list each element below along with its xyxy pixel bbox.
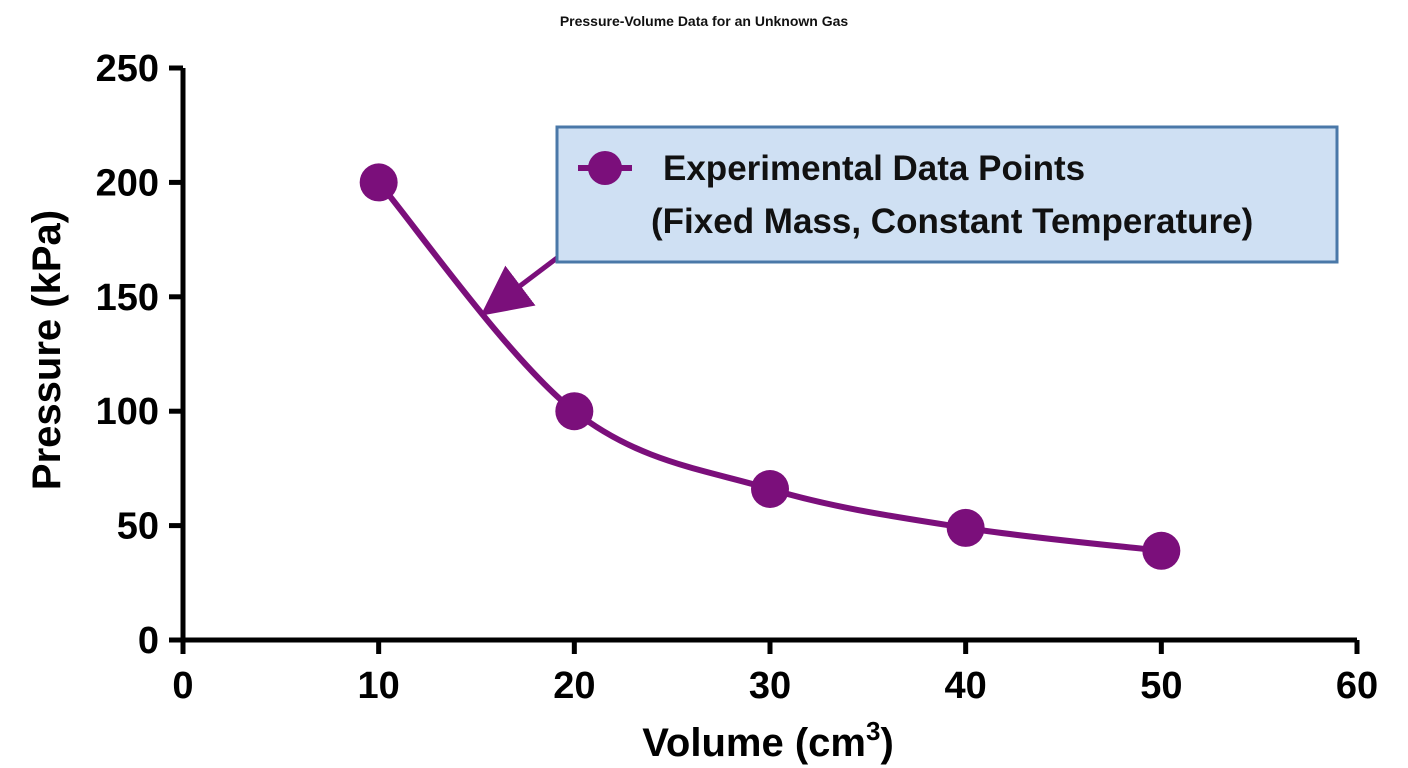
data-series (359, 163, 1181, 570)
data-point (751, 469, 789, 508)
annotation (480, 256, 559, 316)
legend: Experimental Data Points (Fixed Mass, Co… (555, 125, 1339, 264)
legend-box (555, 125, 1339, 264)
x-tick-label: 10 (358, 665, 400, 707)
ticks: 0 10 20 30 40 50 60 0 50 100 150 200 250 (96, 48, 1379, 707)
x-tick-label: 0 (172, 665, 193, 707)
legend-label: Experimental Data Points (663, 149, 1085, 188)
x-tick-label: 40 (945, 665, 987, 707)
x-tick-label: 30 (749, 665, 791, 707)
y-tick-label: 200 (96, 162, 159, 204)
y-tick-label: 150 (96, 277, 159, 319)
legend-series-marker (588, 151, 622, 185)
x-tick-label: 20 (553, 665, 595, 707)
data-point (1142, 531, 1181, 570)
data-point (359, 163, 398, 202)
x-tick-label: 60 (1336, 665, 1378, 707)
data-point (555, 392, 594, 431)
y-tick-label: 250 (96, 48, 159, 90)
legend-sublabel: (Fixed Mass, Constant Temperature) (651, 202, 1253, 241)
y-tick-label: 100 (96, 391, 159, 433)
chart-title: Pressure-Volume Data for an Unknown Gas (559, 13, 849, 29)
y-tick-label: 0 (138, 620, 159, 662)
data-point (946, 508, 985, 547)
y-tick-label: 50 (117, 506, 159, 548)
y-axis-title: Pressure (kPa) (25, 210, 69, 490)
annotation-arrow (480, 256, 559, 316)
x-tick-label: 50 (1140, 665, 1182, 707)
x-axis-title: Volume (cm3) (642, 716, 894, 765)
